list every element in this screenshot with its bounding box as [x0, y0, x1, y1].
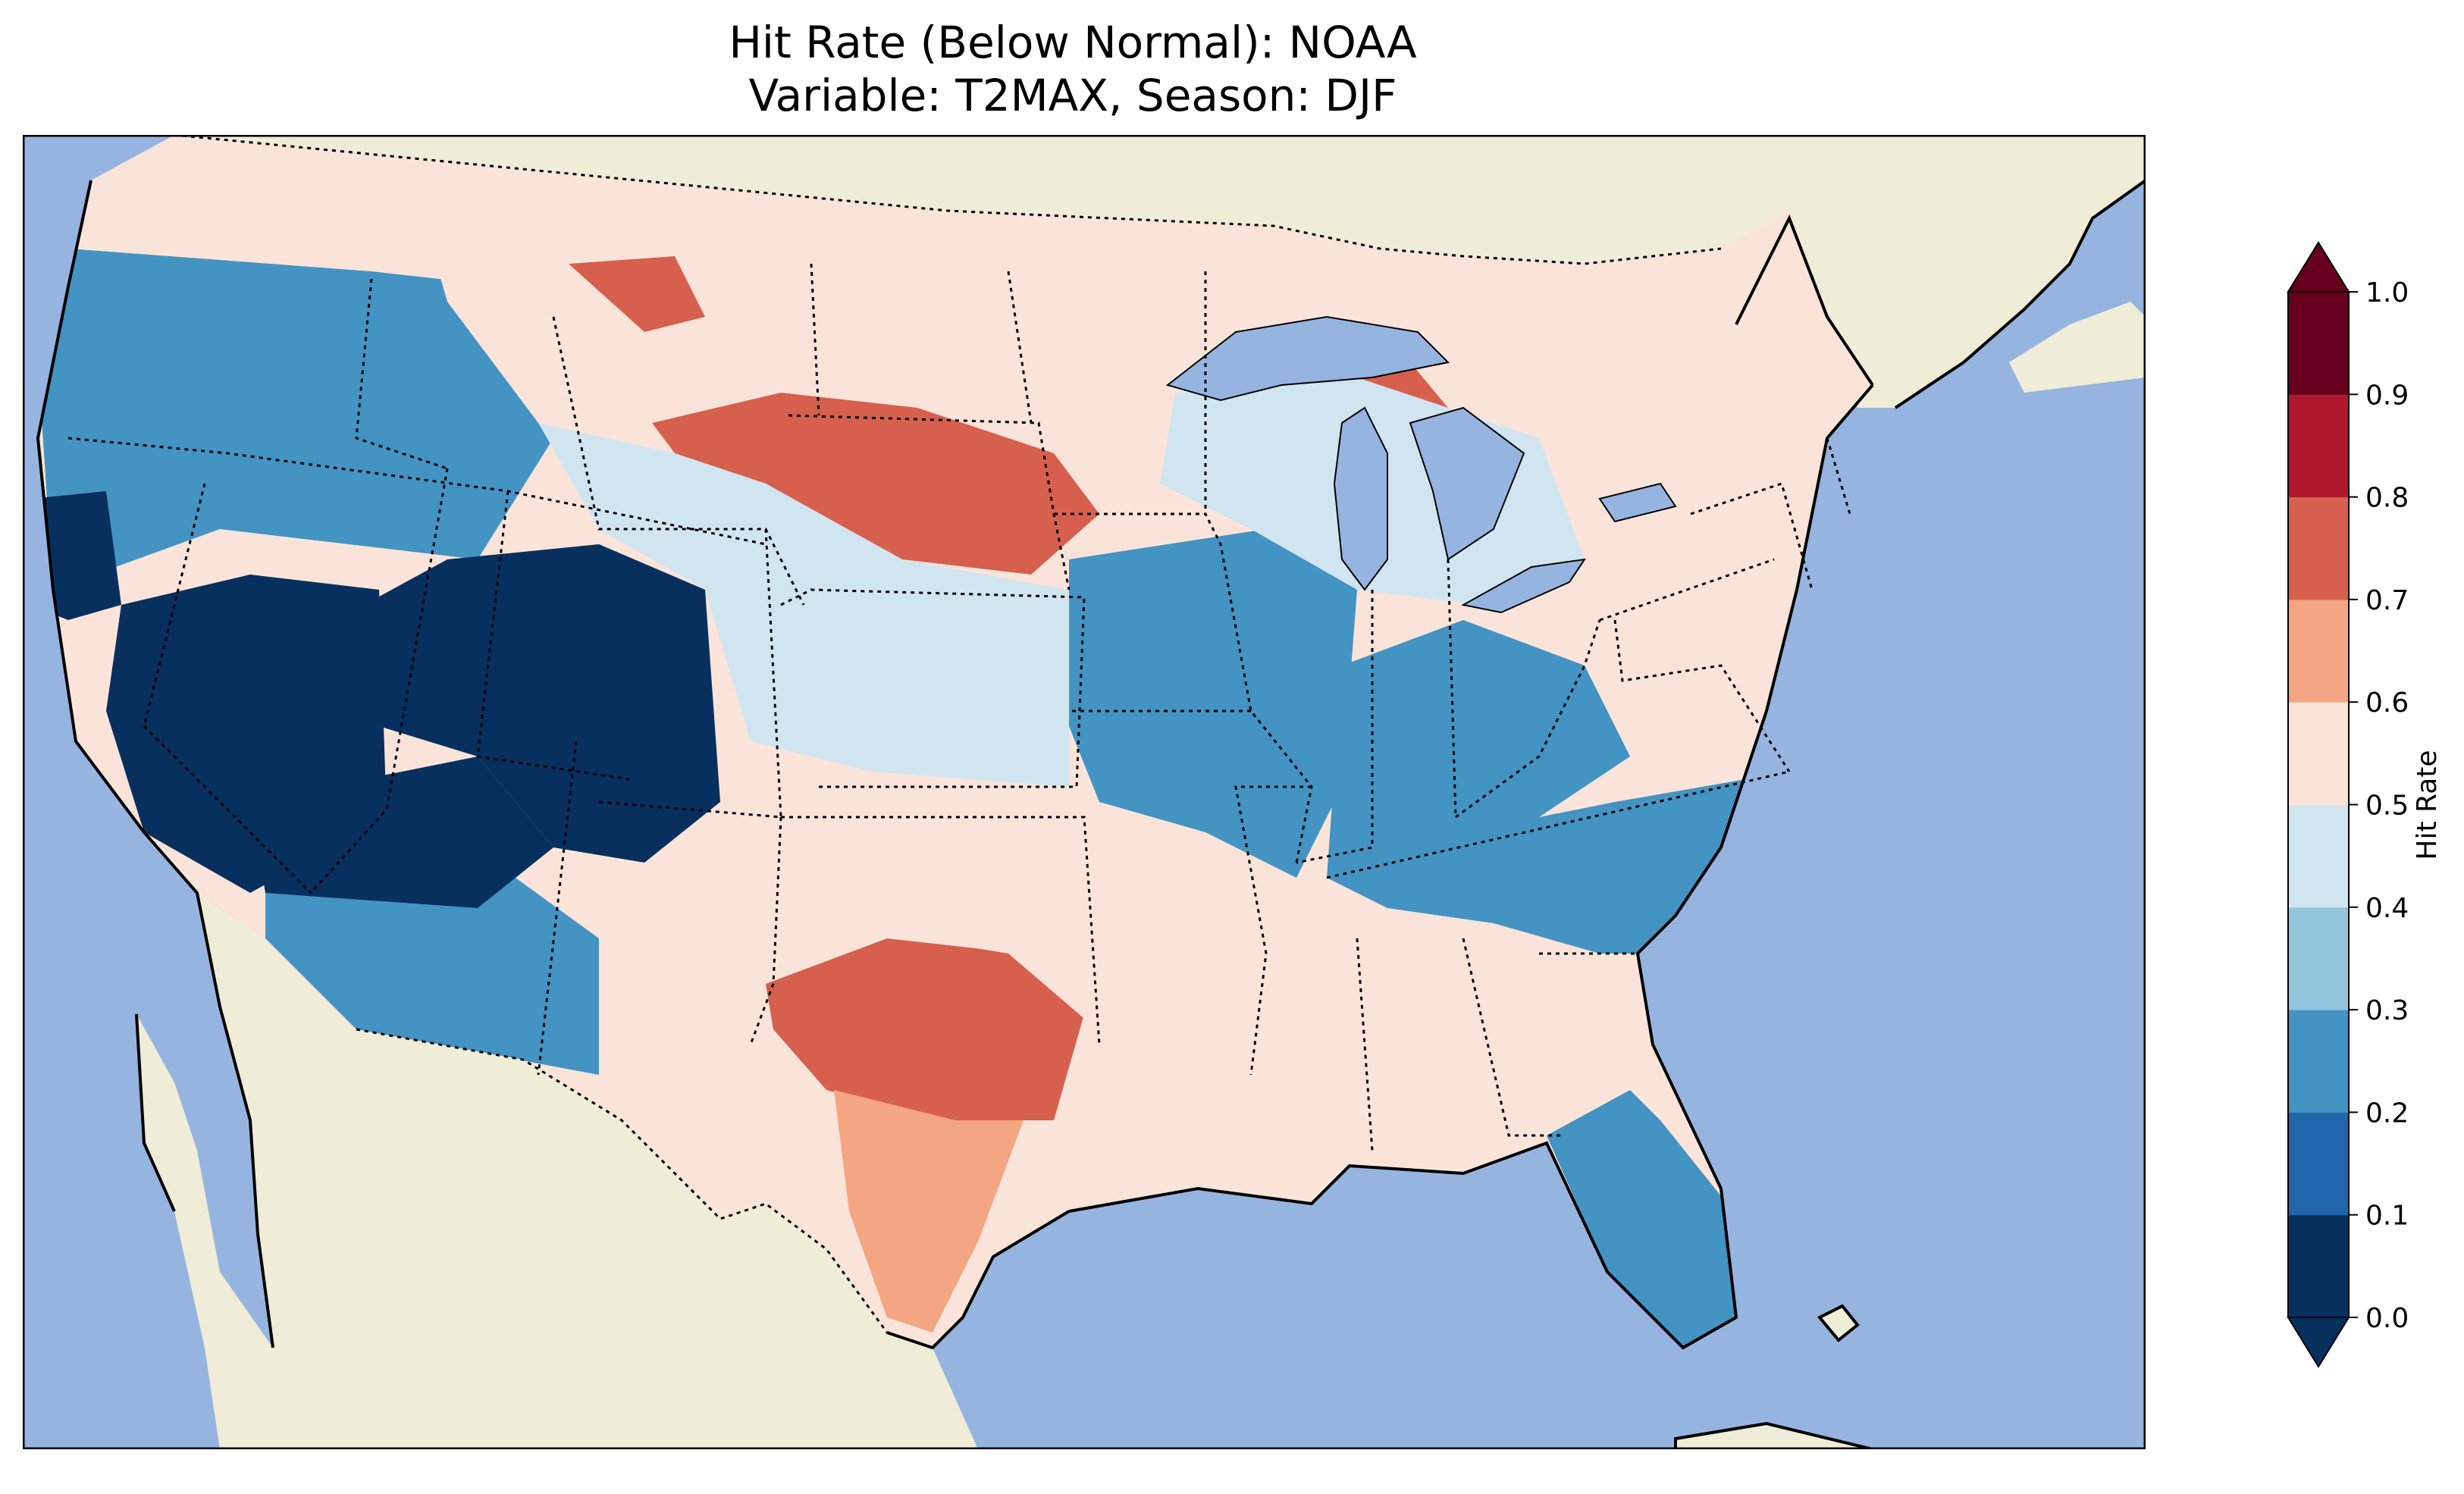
- lake-ontario: [1598, 482, 1677, 523]
- cuba-landmass: [1674, 1421, 1873, 1449]
- great-lakes: [1165, 315, 1677, 614]
- colorbar-tick-label: 0.9: [2365, 380, 2409, 411]
- lake-erie: [1461, 558, 1587, 614]
- lake-michigan: [1333, 406, 1388, 591]
- map-frame: [23, 135, 2146, 1449]
- region-florida: [1547, 1090, 1736, 1348]
- coastlines: [36, 179, 2146, 1350]
- colorbar-label: Hit Rate: [2412, 750, 2443, 860]
- colorbar-bin: [2288, 702, 2349, 805]
- mexico-landmass: [136, 893, 978, 1449]
- colorbar-tick-label: 0.3: [2365, 995, 2409, 1026]
- country-borders: [174, 135, 1722, 1349]
- colorbar-bin: [2288, 292, 2349, 395]
- colorbar-extend-low: [2287, 1317, 2350, 1368]
- colorbar-bin: [2288, 496, 2349, 600]
- colorbar-tick-label: 0.7: [2365, 585, 2409, 616]
- colorbar-ticks: 0.0 0.1 0.2 0.3 0.4 0.5 0.6 0.7 0.8 0.9 1.0: [2349, 277, 2409, 1334]
- region-carolinas-coast: [1327, 772, 1789, 954]
- region-ohio-valley: [1327, 620, 1630, 878]
- lake-huron: [1409, 406, 1525, 561]
- bahamas-island: [1817, 1304, 1860, 1342]
- colorbar-tick-label: 0.4: [2365, 893, 2409, 924]
- region-southern-plains: [766, 787, 1296, 1045]
- region-central-rockies: [364, 544, 720, 863]
- chart-title-line2: Variable: T2MAX, Season: DJF: [748, 70, 1397, 121]
- colorbar-bin: [2288, 804, 2349, 908]
- colorbar-tick-label: 0.5: [2365, 791, 2409, 822]
- colorbar-bin: [2288, 394, 2349, 498]
- colorbar-tick-label: 0.0: [2365, 1303, 2409, 1334]
- colorbar-bin: [2288, 907, 2349, 1010]
- region-southwest-desert: [250, 756, 553, 908]
- region-northern-plains: [569, 256, 705, 332]
- colorbar-extend-high: [2287, 241, 2350, 293]
- region-midwest: [1069, 529, 1357, 878]
- colorbar-tick-label: 0.8: [2365, 483, 2409, 514]
- colorbar-outline: [2287, 291, 2350, 1318]
- lake-superior: [1165, 315, 1450, 402]
- region-northern-plains: [652, 393, 1099, 575]
- colorbar-bin: [2288, 1010, 2349, 1113]
- chart-title-line1: Hit Rate (Below Normal): NOAA: [729, 17, 1417, 68]
- region-northeast: [1585, 385, 1873, 681]
- colorbar-tick-label: 0.2: [2365, 1098, 2409, 1129]
- colorbar-bin: [2288, 1214, 2349, 1318]
- colorbar-tick-label: 0.6: [2365, 687, 2409, 719]
- colorbar-tick-label: 0.1: [2365, 1201, 2409, 1232]
- colorbar-tick-label: 1.0: [2365, 277, 2409, 309]
- region-montana-north: [417, 196, 842, 453]
- map-panel: [23, 135, 2146, 1449]
- region-texas-south: [834, 1090, 1024, 1333]
- region-arizona-south: [265, 878, 599, 1075]
- colorbar-bins: [2288, 292, 2349, 1318]
- hit-rate-field: [38, 196, 1873, 1348]
- colorbar-bin: [2288, 599, 2349, 703]
- colorbar-bin: [2288, 1112, 2349, 1216]
- region-pacific-northwest: [38, 249, 553, 590]
- state-borders: [67, 263, 1851, 1151]
- region-southeast: [1251, 938, 1630, 1151]
- region-texas-central: [766, 938, 1084, 1120]
- maritimes-landmass: [2009, 302, 2146, 393]
- canada-landmass: [174, 135, 2146, 408]
